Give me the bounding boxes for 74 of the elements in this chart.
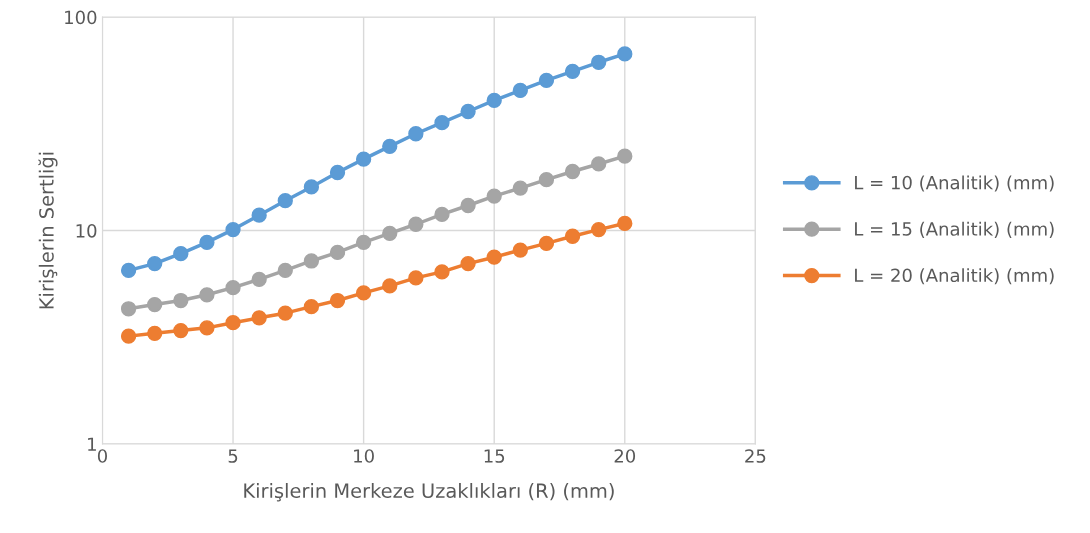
point bbox=[408, 270, 424, 286]
point bbox=[434, 264, 450, 280]
point bbox=[617, 215, 633, 232]
point bbox=[486, 92, 502, 109]
point bbox=[408, 126, 424, 142]
y-tick-label: 100 bbox=[65, 10, 97, 25]
point bbox=[408, 216, 424, 232]
point bbox=[460, 197, 476, 214]
point bbox=[277, 262, 293, 279]
point bbox=[434, 115, 450, 131]
point bbox=[251, 271, 267, 288]
point bbox=[173, 292, 189, 309]
x-tick-label: 0 bbox=[97, 449, 107, 463]
point bbox=[120, 301, 137, 317]
point bbox=[225, 221, 241, 238]
point bbox=[382, 138, 398, 154]
point bbox=[277, 193, 293, 209]
legend-label: L = 20 (Analitik) (mm) bbox=[855, 268, 1054, 285]
point bbox=[303, 253, 320, 269]
point bbox=[329, 292, 346, 309]
point bbox=[120, 262, 137, 279]
x-tick-label: 5 bbox=[228, 449, 238, 463]
x-tick-label: 25 bbox=[745, 449, 766, 463]
point bbox=[225, 280, 241, 296]
y-tick-label: 10 bbox=[76, 223, 97, 238]
y-axis-title: Kirişlerin Sertliği bbox=[38, 152, 58, 309]
point bbox=[564, 63, 581, 79]
point bbox=[382, 225, 398, 241]
point bbox=[199, 234, 215, 251]
point bbox=[251, 310, 267, 326]
point bbox=[538, 172, 555, 188]
x-tick-label: 10 bbox=[354, 449, 374, 463]
point bbox=[355, 234, 372, 251]
point bbox=[251, 207, 267, 223]
point bbox=[591, 221, 607, 238]
point bbox=[538, 235, 555, 252]
point bbox=[460, 255, 476, 272]
y-tick-label: 1 bbox=[88, 437, 96, 451]
point bbox=[329, 244, 346, 261]
point bbox=[173, 245, 189, 262]
point bbox=[199, 320, 215, 336]
point bbox=[355, 285, 372, 301]
point bbox=[617, 46, 633, 62]
point bbox=[512, 82, 528, 99]
point bbox=[303, 179, 320, 195]
legend-label: L = 10 (Analitik) (mm) bbox=[855, 175, 1054, 192]
point bbox=[460, 103, 476, 120]
point bbox=[199, 287, 215, 303]
point bbox=[434, 206, 450, 223]
point bbox=[617, 148, 633, 164]
point bbox=[538, 72, 555, 89]
point bbox=[225, 315, 241, 331]
point bbox=[512, 242, 528, 258]
point bbox=[591, 156, 607, 172]
point bbox=[564, 163, 581, 180]
point bbox=[277, 305, 293, 321]
point bbox=[512, 180, 528, 196]
point bbox=[147, 296, 163, 313]
point bbox=[486, 249, 502, 265]
point bbox=[329, 164, 346, 181]
x-tick-label: 20 bbox=[614, 449, 636, 463]
point bbox=[120, 328, 137, 344]
point bbox=[303, 298, 320, 315]
point bbox=[147, 255, 163, 272]
point bbox=[355, 151, 372, 167]
legend-label: L = 15 (Analitik) (mm) bbox=[855, 221, 1054, 238]
point bbox=[147, 325, 163, 341]
point bbox=[382, 278, 398, 294]
x-axis-title: Kirişlerin Merkeze Uzaklıkları (R) (mm) bbox=[244, 482, 614, 502]
point bbox=[486, 188, 502, 204]
point bbox=[591, 54, 607, 70]
point bbox=[173, 322, 189, 339]
x-tick-label: 15 bbox=[484, 449, 505, 463]
point bbox=[564, 228, 581, 244]
